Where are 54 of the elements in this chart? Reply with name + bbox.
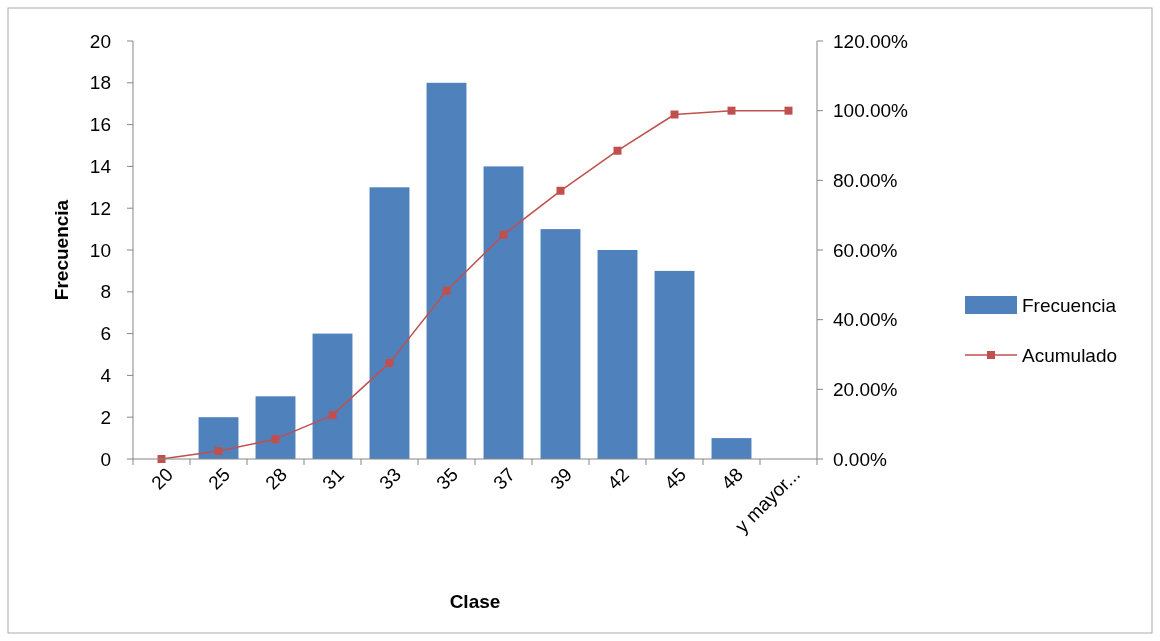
bar	[312, 333, 353, 459]
y-tick-label: 18	[89, 72, 111, 94]
bar	[483, 166, 524, 459]
bar	[711, 438, 752, 459]
y2-tick-label: 60.00%	[833, 239, 898, 261]
x-tick-label: 48	[717, 463, 748, 494]
bar	[198, 417, 239, 459]
y-tick-label: 14	[89, 156, 112, 178]
y2-tick-label: 20.00%	[833, 378, 898, 400]
x-tick-label: 39	[546, 463, 577, 494]
y-tick-label: 4	[100, 365, 112, 387]
x-tick-label: 28	[261, 463, 292, 494]
point	[727, 106, 736, 115]
point	[214, 446, 223, 455]
point	[271, 435, 280, 444]
x-tick-label: 35	[432, 463, 463, 494]
bar	[255, 396, 296, 459]
bar	[540, 229, 581, 459]
y-tick-label: 2	[100, 406, 111, 428]
y2-tick-label: 0.00%	[833, 448, 887, 470]
point	[328, 411, 337, 420]
bar	[369, 187, 410, 459]
x-tick-label: 31	[318, 463, 349, 494]
point	[385, 358, 394, 367]
point	[499, 230, 508, 239]
point	[613, 146, 622, 155]
y2-tick-label: 100.00%	[833, 100, 909, 122]
y-tick-label: 10	[89, 239, 111, 261]
point	[784, 106, 793, 115]
y-tick-label: 8	[100, 281, 111, 303]
x-tick-label: 42	[603, 463, 634, 494]
y2-tick-label: 40.00%	[833, 309, 898, 331]
y2-tick-label: 80.00%	[833, 169, 898, 191]
y-tick-label: 6	[100, 323, 111, 345]
legend-label: Frecuencia	[1022, 294, 1117, 316]
point	[442, 286, 451, 295]
x-axis-title: Clase	[449, 591, 501, 612]
point	[556, 186, 565, 195]
y-tick-label: 20	[89, 30, 111, 52]
y-tick-label: 0	[100, 448, 111, 470]
bar	[426, 82, 467, 459]
x-tick-label: 45	[660, 463, 691, 494]
bar	[654, 270, 695, 459]
x-tick-label: 37	[489, 463, 520, 494]
y-axis-title: Frecuencia	[51, 199, 72, 301]
bar	[597, 250, 638, 459]
x-tick-label: 20	[147, 463, 178, 494]
y2-tick-label: 120.00%	[833, 30, 909, 52]
legend-label: Acumulado	[1022, 344, 1118, 366]
x-tick-label: 25	[204, 463, 235, 494]
x-tick-label: 33	[375, 463, 406, 494]
y-tick-label: 16	[89, 114, 111, 136]
point	[670, 110, 679, 119]
y-tick-label: 12	[89, 197, 111, 219]
